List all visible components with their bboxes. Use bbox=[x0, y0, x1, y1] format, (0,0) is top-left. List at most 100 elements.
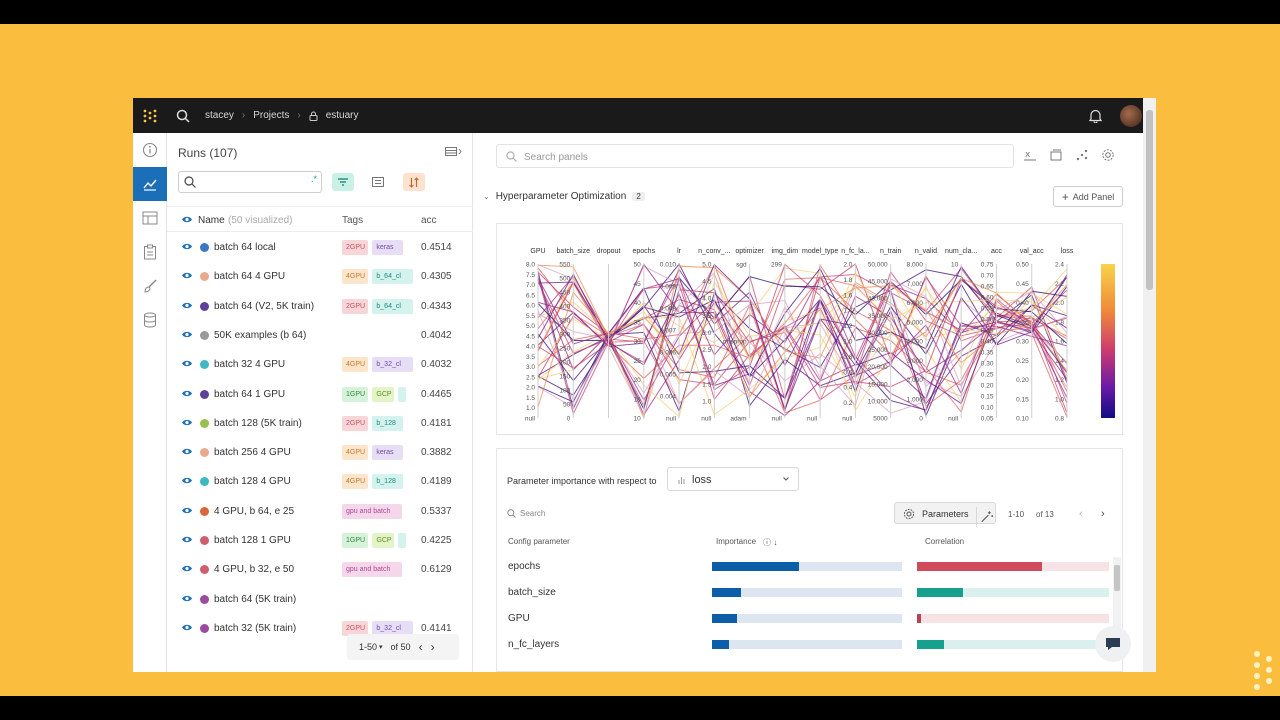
importance-pager-range[interactable]: 1-10 bbox=[1008, 510, 1025, 519]
x-axis-icon[interactable]: x bbox=[1023, 148, 1037, 162]
chevron-right-icon[interactable]: › bbox=[1101, 508, 1105, 520]
regex-toggle[interactable]: .* bbox=[310, 174, 317, 184]
eye-icon[interactable] bbox=[181, 447, 193, 456]
run-tag[interactable]: b_32_cl bbox=[372, 357, 413, 373]
filter-button[interactable] bbox=[332, 173, 354, 191]
col-name[interactable]: Name bbox=[198, 215, 225, 226]
breadcrumb-user[interactable]: stacey bbox=[205, 110, 234, 121]
table-row[interactable]: batch 64 1 GPU 0.4465 1GPU GCP bbox=[167, 380, 473, 409]
axis-label[interactable]: epochs bbox=[633, 248, 656, 255]
axis-label[interactable]: batch_size bbox=[557, 248, 591, 255]
runs-search-input[interactable]: .* bbox=[178, 171, 322, 193]
run-name[interactable]: batch 128 (5K train) bbox=[214, 417, 302, 429]
axis-label[interactable]: num_cla... bbox=[945, 248, 977, 255]
magic-wand-icon[interactable] bbox=[976, 507, 996, 527]
table-row[interactable]: batch 32 4 GPU 0.4032 4GPU b_32_cl bbox=[167, 350, 473, 379]
metric-select[interactable]: loss bbox=[667, 467, 799, 491]
run-tag[interactable]: 2GPU bbox=[342, 240, 369, 255]
run-color-dot[interactable] bbox=[200, 594, 209, 604]
run-color-dot[interactable] bbox=[200, 301, 209, 311]
axis-label[interactable]: lr bbox=[677, 248, 682, 255]
run-name[interactable]: batch 32 (5K train) bbox=[214, 622, 297, 634]
run-line[interactable] bbox=[537, 263, 1068, 417]
add-panel-button[interactable]: + Add Panel bbox=[1053, 186, 1123, 207]
chat-support-button[interactable] bbox=[1095, 626, 1131, 662]
run-tag[interactable]: 2GPU bbox=[342, 415, 369, 431]
run-tag[interactable]: b_64_cl bbox=[372, 298, 413, 314]
importance-row[interactable]: batch_size bbox=[497, 579, 1112, 605]
eye-icon[interactable] bbox=[181, 389, 193, 398]
outliers-icon[interactable] bbox=[1075, 148, 1089, 162]
eye-icon[interactable] bbox=[181, 271, 193, 280]
run-line[interactable] bbox=[537, 264, 1068, 417]
run-name[interactable]: 4 GPU, b 64, e 25 bbox=[214, 505, 295, 517]
run-name[interactable]: batch 128 4 GPU bbox=[214, 476, 291, 488]
table-row[interactable]: 4 GPU, b 64, e 25 0.5337 gpu and batch bbox=[167, 497, 473, 526]
importance-search-input[interactable]: Search bbox=[507, 509, 545, 518]
axis-label[interactable]: n_valid bbox=[915, 248, 937, 255]
info-icon[interactable]: ⓘ ↓ bbox=[763, 538, 778, 547]
run-tag[interactable]: GCP bbox=[372, 533, 395, 548]
run-tag[interactable]: 4GPU bbox=[342, 269, 369, 285]
run-tag[interactable]: keras bbox=[372, 445, 404, 461]
run-tag[interactable]: 1GPU bbox=[342, 386, 369, 402]
run-line[interactable] bbox=[537, 288, 1068, 408]
table-row[interactable]: batch 64 (5K train) bbox=[167, 585, 473, 614]
scrollbar-thumb[interactable] bbox=[1146, 110, 1153, 290]
eye-icon[interactable] bbox=[181, 476, 193, 485]
breadcrumb-projects[interactable]: Projects bbox=[253, 110, 290, 121]
axis-label[interactable]: GPU bbox=[530, 248, 545, 255]
run-color-dot[interactable] bbox=[200, 389, 209, 399]
page-scrollbar[interactable] bbox=[1143, 98, 1156, 672]
run-tag[interactable]: b_32_cl bbox=[372, 620, 413, 636]
table-row[interactable]: batch 64 (V2, 5K train) 0.4343 2GPU b_64_cl bbox=[167, 292, 473, 321]
eye-icon[interactable] bbox=[181, 594, 193, 603]
table-row[interactable]: batch 128 1 GPU 0.4225 1GPU GCP bbox=[167, 526, 473, 555]
smoothing-icon[interactable] bbox=[1049, 148, 1063, 162]
run-line[interactable] bbox=[537, 281, 1068, 414]
parallel-coordinates-chart[interactable]: GPU 8.0 7.5 7.0 6.5 6.0 5.5 5.0 4.5 4.0 3.5 3.0 2.5 2… bbox=[497, 224, 1124, 436]
run-line[interactable] bbox=[537, 263, 1068, 382]
eye-icon[interactable] bbox=[181, 242, 193, 251]
run-color-dot[interactable] bbox=[200, 360, 209, 370]
eye-icon[interactable] bbox=[181, 359, 193, 368]
run-line[interactable] bbox=[537, 264, 1068, 420]
table-row[interactable]: batch 128 4 GPU 0.4189 4GPU b_128 bbox=[167, 467, 473, 496]
run-name[interactable]: batch 128 1 GPU bbox=[214, 535, 291, 546]
search-icon[interactable] bbox=[171, 109, 195, 123]
gear-icon[interactable] bbox=[1101, 148, 1115, 162]
run-tag[interactable]: 1GPU bbox=[342, 533, 369, 548]
table-row[interactable]: 50K examples (b 64) 0.4042 bbox=[167, 321, 473, 350]
run-name[interactable]: batch 32 4 GPU bbox=[214, 359, 286, 371]
axis-label[interactable]: img_dim bbox=[772, 248, 799, 255]
run-line[interactable] bbox=[537, 263, 1068, 418]
axis-label[interactable]: val_acc bbox=[1020, 248, 1044, 255]
run-tag[interactable]: GCP bbox=[372, 386, 395, 402]
run-tag[interactable]: keras bbox=[372, 240, 404, 255]
chevron-left-icon[interactable]: ‹ bbox=[1079, 508, 1083, 520]
col-importance[interactable]: Importance bbox=[716, 537, 757, 546]
run-line[interactable] bbox=[537, 269, 1068, 403]
axis-label[interactable]: model_type bbox=[802, 248, 838, 255]
run-name[interactable]: 50K examples (b 64) bbox=[214, 329, 307, 341]
run-line[interactable] bbox=[537, 277, 1068, 416]
table-icon[interactable] bbox=[133, 201, 167, 235]
table-expand-icon[interactable] bbox=[445, 147, 463, 157]
avatar[interactable] bbox=[1120, 104, 1142, 127]
eye-icon[interactable] bbox=[181, 418, 193, 427]
run-tag[interactable]: 4GPU bbox=[342, 474, 369, 490]
eye-icon[interactable] bbox=[181, 623, 193, 632]
table-row[interactable]: batch 32 (5K train) 0.4141 2GPU b_32_cl bbox=[167, 614, 473, 643]
table-row[interactable]: batch 64 4 GPU 0.4305 4GPU b_64_cl bbox=[167, 262, 473, 291]
run-line[interactable] bbox=[537, 284, 1068, 408]
run-tag[interactable]: b_64_cl bbox=[372, 269, 413, 285]
run-tag[interactable] bbox=[398, 386, 407, 402]
run-tag[interactable]: b_128 bbox=[372, 415, 404, 431]
wandb-dots-icon[interactable] bbox=[133, 98, 167, 133]
run-tag[interactable]: 4GPU bbox=[342, 445, 369, 461]
sort-button[interactable] bbox=[403, 173, 425, 191]
axis-label[interactable]: acc bbox=[991, 248, 1002, 255]
table-row[interactable]: batch 64 local 0.4514 2GPU keras bbox=[167, 233, 473, 262]
run-color-dot[interactable] bbox=[200, 506, 209, 516]
run-color-dot[interactable] bbox=[200, 418, 209, 428]
